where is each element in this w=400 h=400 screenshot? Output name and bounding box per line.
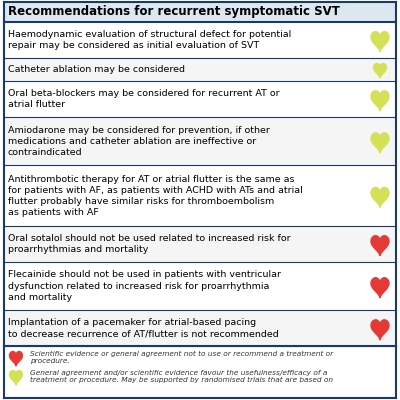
- Bar: [4, 22, 396, 58]
- Bar: [4, 2, 396, 22]
- Polygon shape: [371, 188, 389, 208]
- Polygon shape: [10, 352, 22, 366]
- Polygon shape: [371, 133, 389, 153]
- Polygon shape: [371, 91, 389, 111]
- Polygon shape: [371, 32, 389, 52]
- Bar: [4, 262, 396, 310]
- Text: Amiodarone may be considered for prevention, if other
medications and catheter a: Amiodarone may be considered for prevent…: [8, 126, 270, 157]
- Text: Antithrombotic therapy for AT or atrial flutter is the same as
for patients with: Antithrombotic therapy for AT or atrial …: [8, 174, 303, 217]
- Bar: [4, 58, 396, 81]
- Polygon shape: [371, 236, 389, 256]
- Polygon shape: [10, 370, 22, 385]
- Text: Oral beta-blockers may be considered for recurrent AT or
atrial flutter: Oral beta-blockers may be considered for…: [8, 89, 280, 109]
- Bar: [4, 310, 396, 346]
- Bar: [4, 165, 396, 226]
- Polygon shape: [374, 64, 386, 78]
- Text: Flecainide should not be used in patients with ventricular
dysfunction related t: Flecainide should not be used in patient…: [8, 270, 281, 302]
- Polygon shape: [371, 320, 389, 340]
- Text: Haemodynamic evaluation of structural defect for potential
repair may be conside: Haemodynamic evaluation of structural de…: [8, 30, 291, 50]
- Bar: [4, 81, 396, 117]
- Bar: [4, 226, 396, 262]
- Text: Oral sotalol should not be used related to increased risk for
proarrhythmias and: Oral sotalol should not be used related …: [8, 234, 291, 254]
- Text: Recommendations for recurrent symptomatic SVT: Recommendations for recurrent symptomati…: [8, 6, 340, 18]
- Polygon shape: [371, 278, 389, 298]
- Text: General agreement and/or scientific evidence favour the usefulness/efficacy of a: General agreement and/or scientific evid…: [30, 370, 333, 383]
- Bar: [4, 346, 396, 398]
- Bar: [4, 117, 396, 165]
- Text: Implantation of a pacemaker for atrial-based pacing
to decrease recurrence of AT: Implantation of a pacemaker for atrial-b…: [8, 318, 279, 338]
- Text: Catheter ablation may be considered: Catheter ablation may be considered: [8, 65, 185, 74]
- Text: Scientific evidence or general agreement not to use or recommend a treatment or
: Scientific evidence or general agreement…: [30, 351, 333, 364]
